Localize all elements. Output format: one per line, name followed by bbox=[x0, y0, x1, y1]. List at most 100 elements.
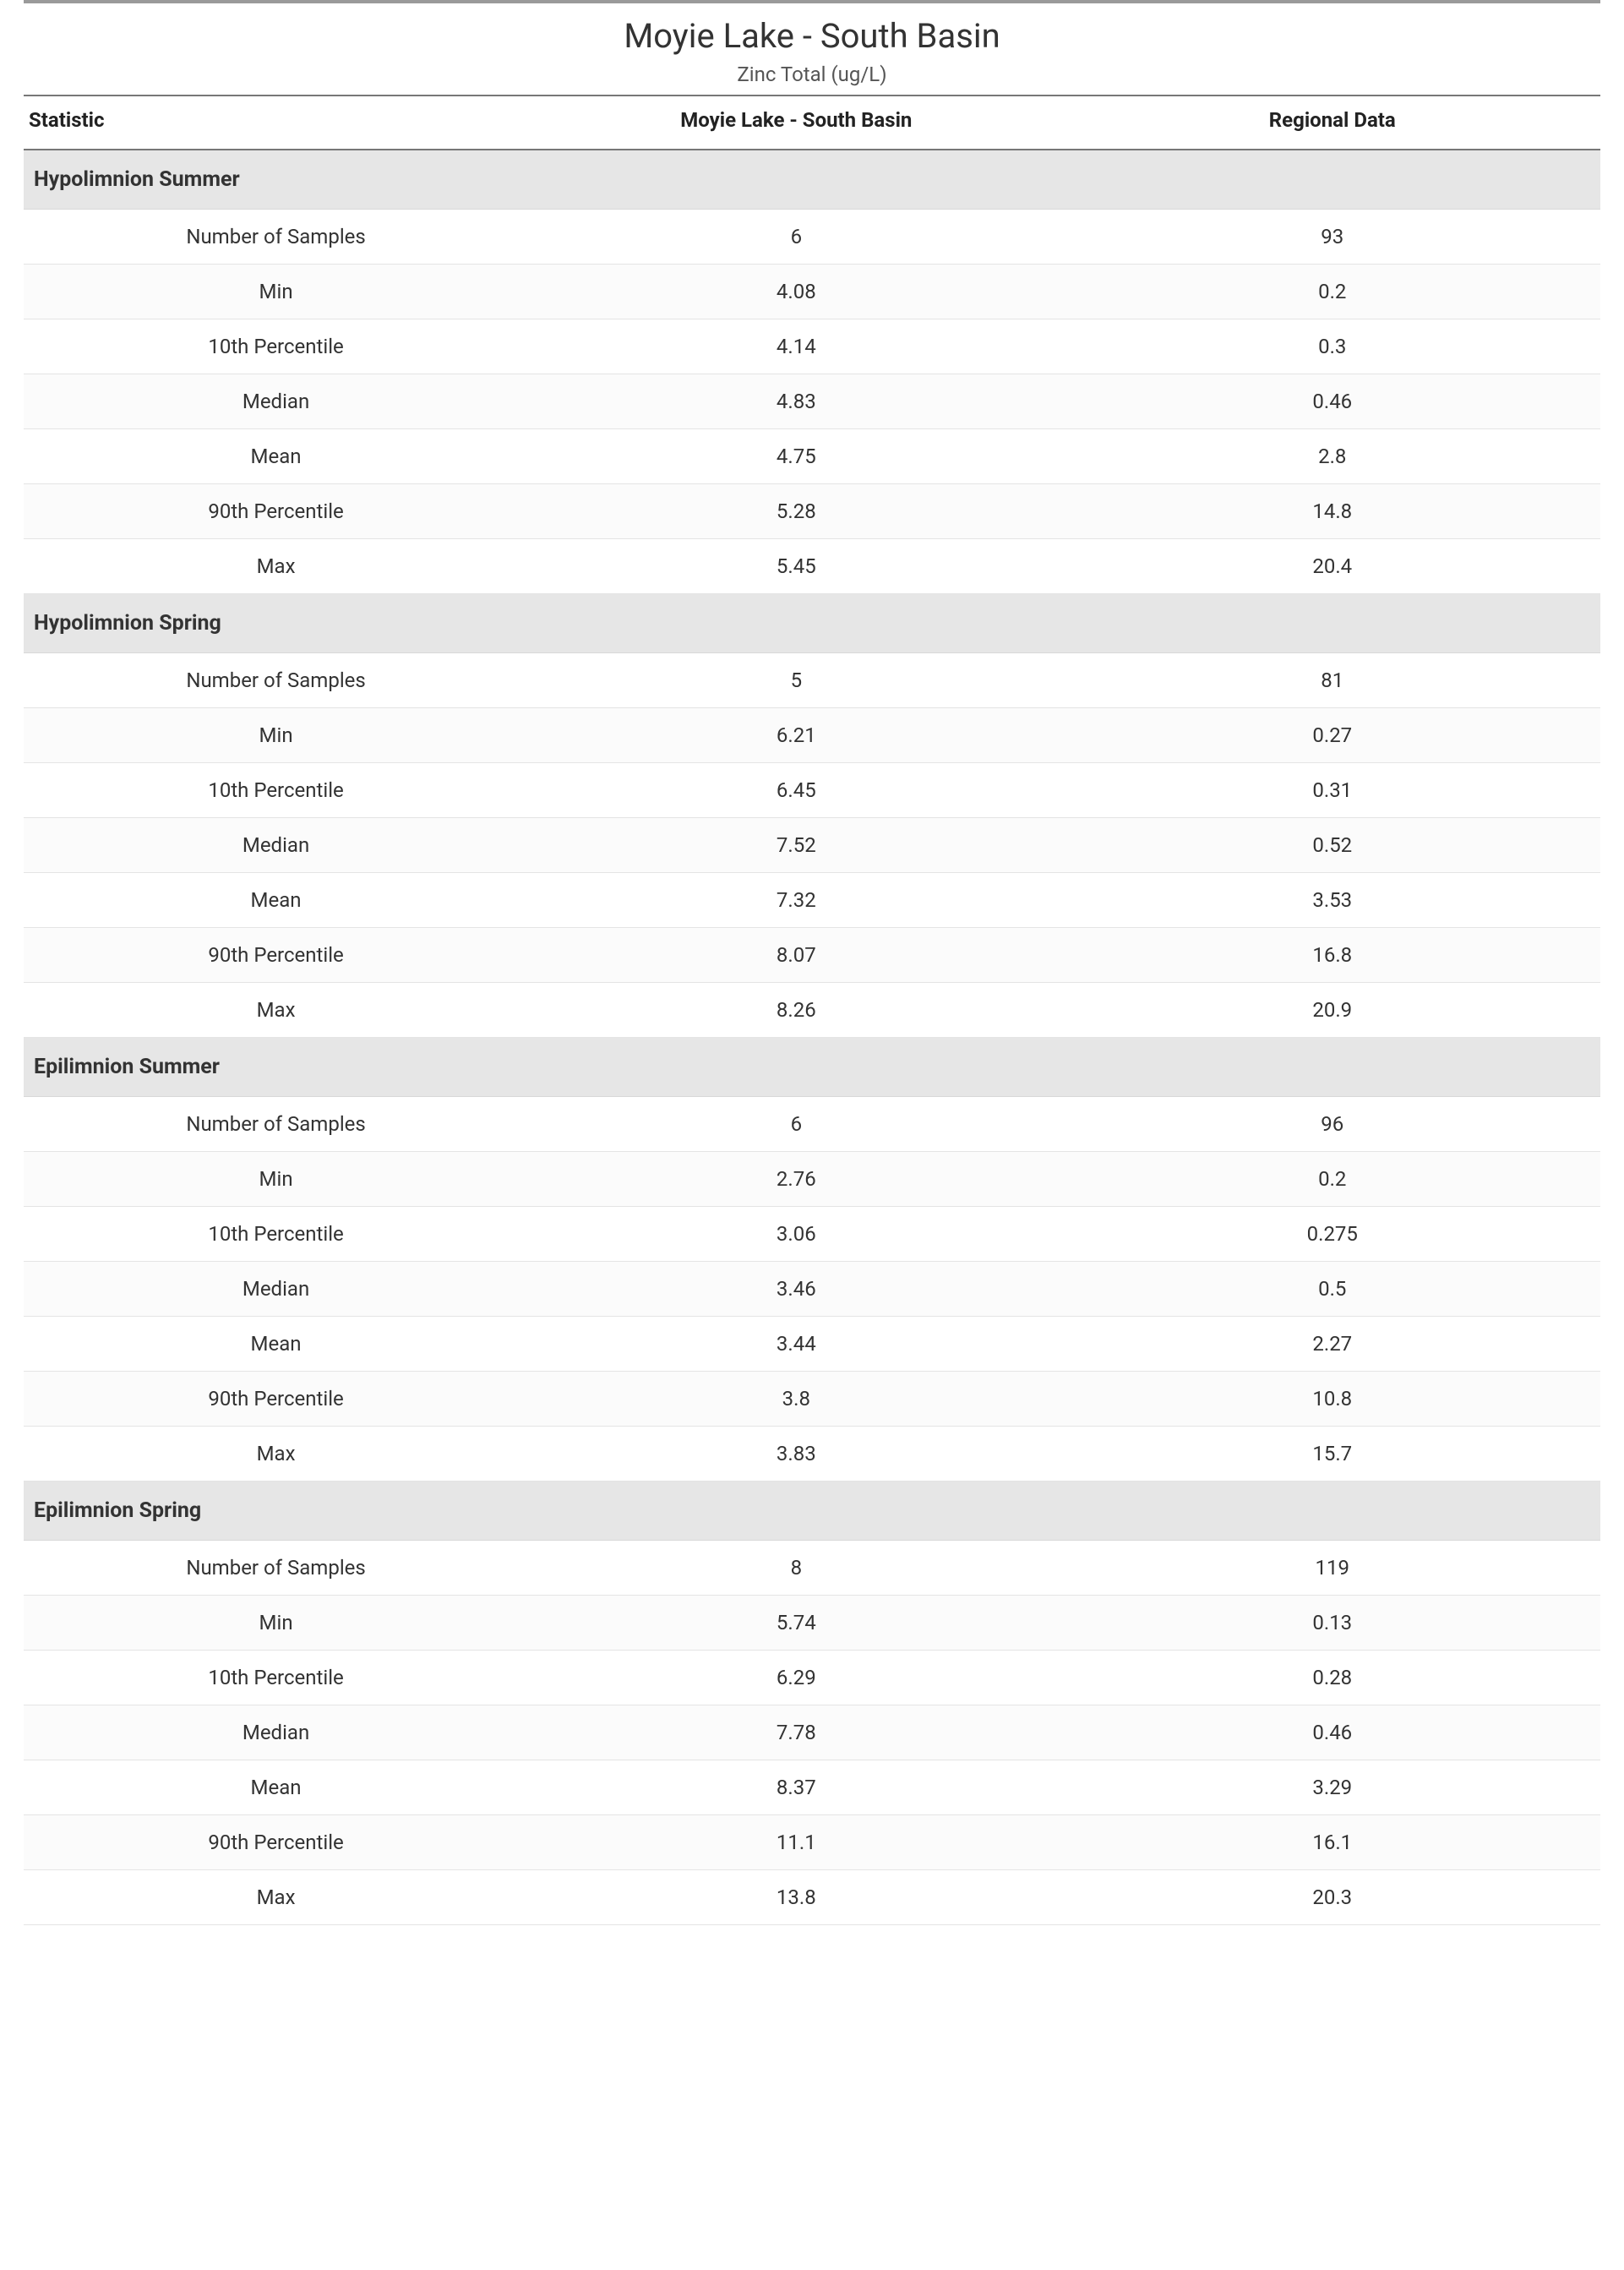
site-value: 3.8 bbox=[528, 1372, 1064, 1427]
table-row: Number of Samples696 bbox=[24, 1097, 1600, 1152]
report-page: Moyie Lake - South Basin Zinc Total (ug/… bbox=[0, 0, 1624, 1959]
stat-label: Mean bbox=[24, 873, 528, 928]
region-value: 0.13 bbox=[1065, 1596, 1600, 1651]
site-value: 4.83 bbox=[528, 374, 1064, 429]
section-header-label: Hypolimnion Summer bbox=[24, 150, 1600, 210]
stat-label: 90th Percentile bbox=[24, 1372, 528, 1427]
site-value: 3.46 bbox=[528, 1262, 1064, 1317]
stat-label: 10th Percentile bbox=[24, 763, 528, 818]
section-header-label: Epilimnion Spring bbox=[24, 1482, 1600, 1541]
table-row: Min5.740.13 bbox=[24, 1596, 1600, 1651]
top-rule bbox=[24, 0, 1600, 3]
stat-label: Min bbox=[24, 708, 528, 763]
site-value: 6.45 bbox=[528, 763, 1064, 818]
stat-label: Median bbox=[24, 1262, 528, 1317]
region-value: 0.46 bbox=[1065, 1705, 1600, 1760]
table-row: 90th Percentile8.0716.8 bbox=[24, 928, 1600, 983]
region-value: 0.3 bbox=[1065, 319, 1600, 374]
stat-label: 10th Percentile bbox=[24, 319, 528, 374]
section-header: Epilimnion Summer bbox=[24, 1038, 1600, 1097]
page-subtitle: Zinc Total (ug/L) bbox=[24, 63, 1600, 86]
stat-label: Number of Samples bbox=[24, 1541, 528, 1596]
site-value: 4.75 bbox=[528, 429, 1064, 484]
site-value: 5.74 bbox=[528, 1596, 1064, 1651]
stat-label: Median bbox=[24, 818, 528, 873]
site-value: 13.8 bbox=[528, 1870, 1064, 1925]
section-header-label: Hypolimnion Spring bbox=[24, 594, 1600, 653]
site-value: 5.28 bbox=[528, 484, 1064, 539]
site-value: 8 bbox=[528, 1541, 1064, 1596]
col-header-site: Moyie Lake - South Basin bbox=[528, 95, 1064, 150]
section-header: Epilimnion Spring bbox=[24, 1482, 1600, 1541]
table-row: Mean8.373.29 bbox=[24, 1760, 1600, 1815]
stat-label: Min bbox=[24, 265, 528, 319]
table-header: Statistic Moyie Lake - South Basin Regio… bbox=[24, 95, 1600, 150]
region-value: 15.7 bbox=[1065, 1427, 1600, 1482]
table-row: Max13.820.3 bbox=[24, 1870, 1600, 1925]
site-value: 3.44 bbox=[528, 1317, 1064, 1372]
table-row: 10th Percentile3.060.275 bbox=[24, 1207, 1600, 1262]
section-header-label: Epilimnion Summer bbox=[24, 1038, 1600, 1097]
stat-label: Mean bbox=[24, 1760, 528, 1815]
region-value: 0.31 bbox=[1065, 763, 1600, 818]
section-header: Hypolimnion Summer bbox=[24, 150, 1600, 210]
stat-label: Min bbox=[24, 1596, 528, 1651]
table-row: Min2.760.2 bbox=[24, 1152, 1600, 1207]
table-row: 10th Percentile6.290.28 bbox=[24, 1651, 1600, 1705]
site-value: 5.45 bbox=[528, 539, 1064, 594]
stat-label: Max bbox=[24, 1427, 528, 1482]
site-value: 3.06 bbox=[528, 1207, 1064, 1262]
region-value: 16.1 bbox=[1065, 1815, 1600, 1870]
region-value: 10.8 bbox=[1065, 1372, 1600, 1427]
stat-label: 90th Percentile bbox=[24, 484, 528, 539]
region-value: 14.8 bbox=[1065, 484, 1600, 539]
region-value: 16.8 bbox=[1065, 928, 1600, 983]
site-value: 3.83 bbox=[528, 1427, 1064, 1482]
table-body: Hypolimnion SummerNumber of Samples693Mi… bbox=[24, 150, 1600, 1925]
table-row: Max5.4520.4 bbox=[24, 539, 1600, 594]
stat-label: Number of Samples bbox=[24, 1097, 528, 1152]
stat-label: 90th Percentile bbox=[24, 928, 528, 983]
site-value: 4.08 bbox=[528, 265, 1064, 319]
stat-label: Max bbox=[24, 539, 528, 594]
region-value: 20.3 bbox=[1065, 1870, 1600, 1925]
col-header-region: Regional Data bbox=[1065, 95, 1600, 150]
site-value: 7.52 bbox=[528, 818, 1064, 873]
stat-label: Median bbox=[24, 374, 528, 429]
table-row: 90th Percentile3.810.8 bbox=[24, 1372, 1600, 1427]
region-value: 0.28 bbox=[1065, 1651, 1600, 1705]
region-value: 2.8 bbox=[1065, 429, 1600, 484]
stat-label: 90th Percentile bbox=[24, 1815, 528, 1870]
stat-label: 10th Percentile bbox=[24, 1207, 528, 1262]
site-value: 11.1 bbox=[528, 1815, 1064, 1870]
table-row: Mean7.323.53 bbox=[24, 873, 1600, 928]
region-value: 0.52 bbox=[1065, 818, 1600, 873]
region-value: 0.2 bbox=[1065, 1152, 1600, 1207]
table-row: Max3.8315.7 bbox=[24, 1427, 1600, 1482]
region-value: 0.275 bbox=[1065, 1207, 1600, 1262]
region-value: 93 bbox=[1065, 210, 1600, 265]
site-value: 7.32 bbox=[528, 873, 1064, 928]
site-value: 4.14 bbox=[528, 319, 1064, 374]
site-value: 8.07 bbox=[528, 928, 1064, 983]
stat-label: Number of Samples bbox=[24, 210, 528, 265]
table-row: Mean3.442.27 bbox=[24, 1317, 1600, 1372]
stat-label: Median bbox=[24, 1705, 528, 1760]
site-value: 6.29 bbox=[528, 1651, 1064, 1705]
table-row: Number of Samples8119 bbox=[24, 1541, 1600, 1596]
stat-label: Mean bbox=[24, 1317, 528, 1372]
table-row: Min4.080.2 bbox=[24, 265, 1600, 319]
stat-label: Mean bbox=[24, 429, 528, 484]
table-row: Median7.780.46 bbox=[24, 1705, 1600, 1760]
table-row: Median4.830.46 bbox=[24, 374, 1600, 429]
stat-label: Max bbox=[24, 983, 528, 1038]
stat-label: Min bbox=[24, 1152, 528, 1207]
site-value: 2.76 bbox=[528, 1152, 1064, 1207]
table-row: 10th Percentile4.140.3 bbox=[24, 319, 1600, 374]
site-value: 6 bbox=[528, 210, 1064, 265]
region-value: 20.9 bbox=[1065, 983, 1600, 1038]
site-value: 6.21 bbox=[528, 708, 1064, 763]
stats-table: Statistic Moyie Lake - South Basin Regio… bbox=[24, 95, 1600, 1925]
region-value: 96 bbox=[1065, 1097, 1600, 1152]
site-value: 8.37 bbox=[528, 1760, 1064, 1815]
